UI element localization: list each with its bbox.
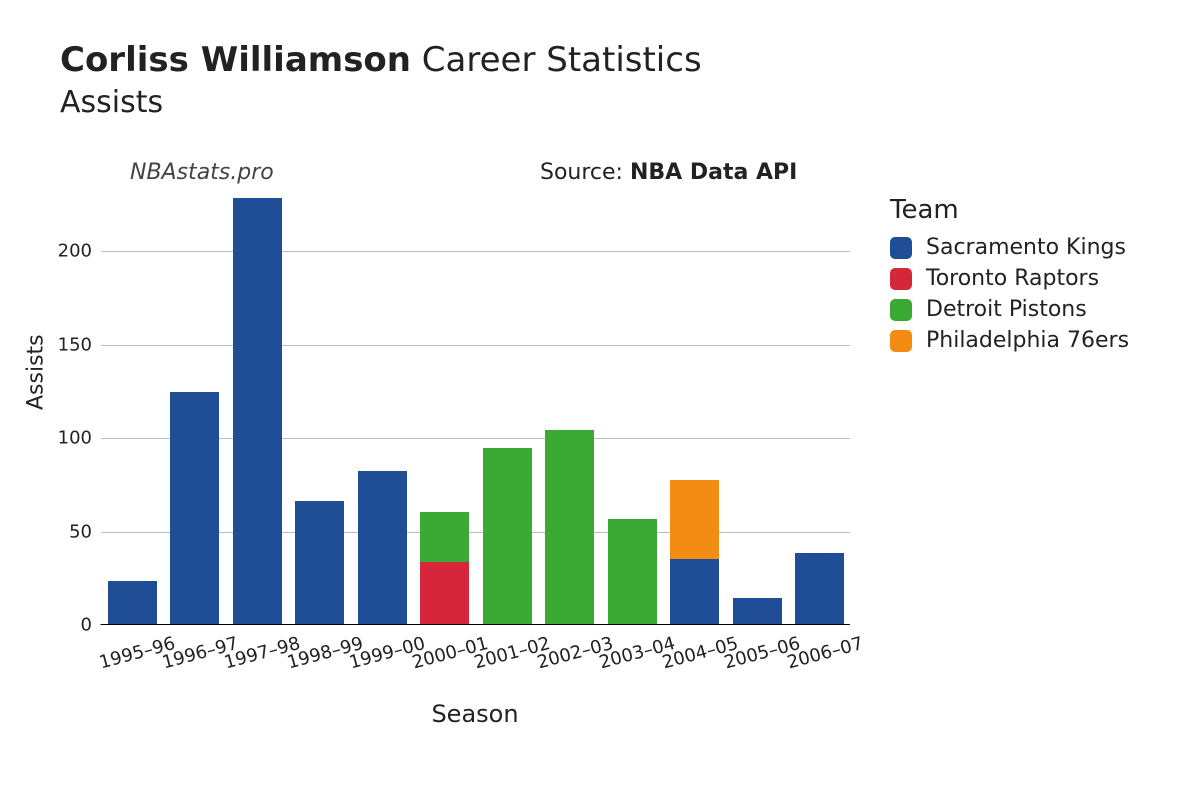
- legend-item-tor: Toronto Raptors: [890, 266, 1129, 291]
- bar-2001–02: [483, 448, 532, 624]
- bar-1996–97: [170, 392, 219, 624]
- legend: Team Sacramento Kings Toronto Raptors Detr…: [890, 195, 1129, 359]
- bar-2002–03: [545, 430, 594, 624]
- source-prefix: Source:: [540, 160, 630, 185]
- bar-2005–06: [733, 598, 782, 624]
- bar-segment-SAC: [733, 598, 782, 624]
- bar-segment-SAC: [670, 559, 719, 624]
- watermark-text: NBAstats.pro: [130, 160, 274, 185]
- chart-stage: Corliss Williamson Career Statistics Ass…: [0, 0, 1200, 800]
- legend-label: Toronto Raptors: [926, 266, 1099, 291]
- grid-line: [101, 345, 850, 346]
- y-tick-label: 100: [32, 428, 92, 449]
- legend-item-sac: Sacramento Kings: [890, 235, 1129, 260]
- legend-label: Philadelphia 76ers: [926, 328, 1129, 353]
- bar-segment-SAC: [233, 198, 282, 624]
- bar-segment-SAC: [795, 553, 844, 624]
- bar-1997–98: [233, 198, 282, 624]
- bar-segment-SAC: [358, 471, 407, 624]
- legend-title: Team: [890, 195, 1129, 225]
- bar-2000–01: [420, 512, 469, 624]
- legend-swatch-icon: [890, 268, 912, 290]
- legend-swatch-icon: [890, 299, 912, 321]
- bar-segment-DET: [608, 519, 657, 624]
- title-block: Corliss Williamson Career Statistics Ass…: [60, 40, 702, 120]
- y-tick-label: 0: [32, 615, 92, 636]
- legend-label: Detroit Pistons: [926, 297, 1087, 322]
- legend-item-det: Detroit Pistons: [890, 297, 1129, 322]
- bar-segment-SAC: [295, 501, 344, 624]
- chart-subtitle: Assists: [60, 85, 702, 120]
- title-rest: Career Statistics: [411, 40, 702, 80]
- bar-2003–04: [608, 519, 657, 624]
- bar-segment-SAC: [108, 581, 157, 624]
- bar-1995–96: [108, 581, 157, 624]
- bar-segment-SAC: [170, 392, 219, 624]
- bar-1999–00: [358, 471, 407, 624]
- grid-line: [101, 251, 850, 252]
- legend-swatch-icon: [890, 330, 912, 352]
- y-tick-label: 50: [32, 521, 92, 542]
- x-axis-label: Season: [100, 700, 850, 728]
- bar-segment-TOR: [420, 562, 469, 624]
- y-tick-label: 150: [32, 334, 92, 355]
- source-line: Source: NBA Data API: [540, 160, 797, 185]
- bar-segment-DET: [545, 430, 594, 624]
- source-name: NBA Data API: [630, 160, 797, 185]
- legend-item-phi: Philadelphia 76ers: [890, 328, 1129, 353]
- bar-2004–05: [670, 480, 719, 624]
- bar-segment-DET: [483, 448, 532, 624]
- bar-segment-PHI: [670, 480, 719, 559]
- y-tick-label: 200: [32, 241, 92, 262]
- legend-swatch-icon: [890, 237, 912, 259]
- plot-area: 0501001502001995–961996–971997–981998–99…: [100, 195, 850, 625]
- legend-label: Sacramento Kings: [926, 235, 1126, 260]
- bar-2006–07: [795, 553, 844, 624]
- bar-segment-DET: [420, 512, 469, 562]
- bar-1998–99: [295, 501, 344, 624]
- chart-title: Corliss Williamson Career Statistics: [60, 40, 702, 81]
- player-name: Corliss Williamson: [60, 40, 411, 80]
